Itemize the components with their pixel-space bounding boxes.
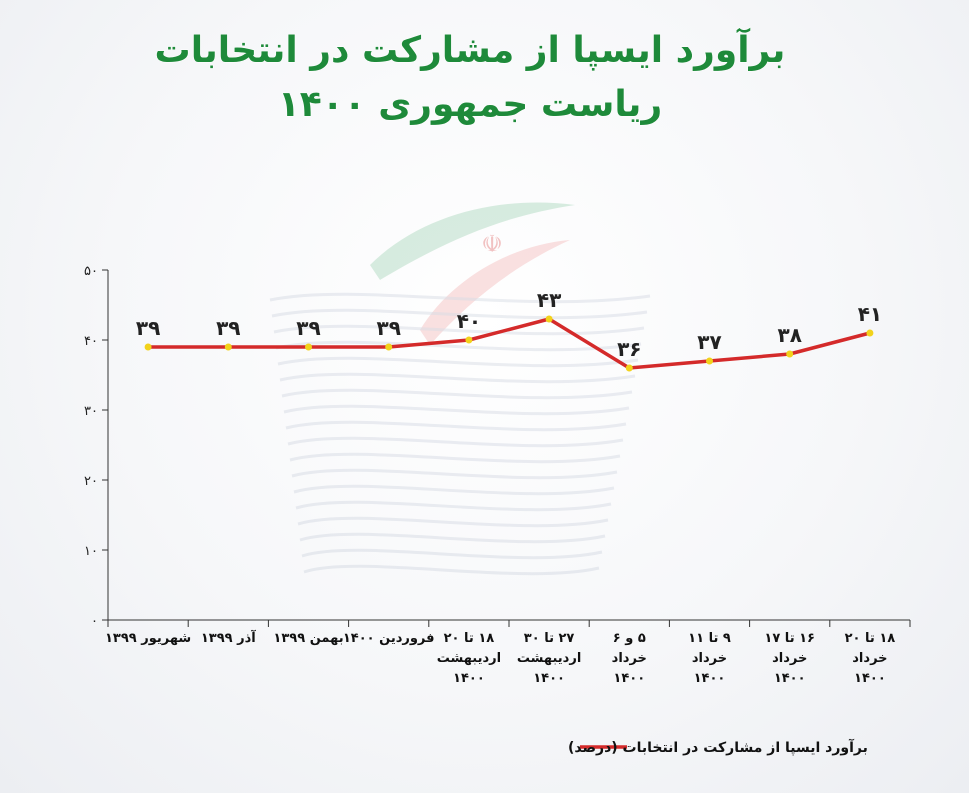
chart-title-line-2: ریاست جمهوری ۱۴۰۰ [278, 84, 662, 125]
y-tick-label: ۵۰ [84, 264, 98, 279]
data-label: ۳۹ [216, 316, 240, 340]
x-tick-label: خرداد [612, 651, 647, 666]
x-tick-label: ۱۴۰۰ [533, 671, 565, 686]
data-label: ۳۷ [697, 330, 721, 354]
x-tick-label: ۱۴۰۰ [613, 671, 645, 686]
data-label: ۳۸ [777, 323, 801, 347]
ridge-line [297, 516, 609, 528]
data-point [224, 343, 232, 351]
y-tick-label: ۲۰ [84, 474, 98, 489]
ridge-line [285, 420, 627, 432]
data-point [545, 315, 553, 323]
x-tick-label: ۹ تا ۱۱ [688, 631, 731, 646]
x-tick-label: آذر ۱۳۹۹ [201, 629, 256, 646]
x-tick-label: اردیبهشت [517, 651, 581, 666]
data-point [706, 357, 713, 365]
data-label: ۳۹ [136, 316, 160, 340]
x-tick-label: ۱۸ تا ۲۰ [845, 631, 896, 646]
x-tick-label: فروردین ۱۴۰۰ [343, 631, 435, 646]
ridge-line [295, 500, 612, 512]
data-label: ۳۹ [296, 316, 320, 340]
x-tick-label: بهمن ۱۳۹۹ [273, 631, 343, 646]
ridge-line [279, 372, 636, 384]
red-swoosh [420, 240, 570, 345]
data-point [625, 364, 633, 372]
ridge-line [299, 532, 606, 544]
data-markers [144, 315, 874, 372]
x-tick-label: ۱۴۰۰ [854, 671, 886, 686]
data-label: ۳۶ [617, 337, 641, 361]
ridge-line [275, 340, 642, 352]
ridge-line [291, 468, 618, 480]
x-tick-label: ۱۴۰۰ [694, 671, 726, 686]
ridge-line [283, 404, 630, 416]
x-tick-label: ۱۴۰۰ [453, 671, 485, 686]
data-labels: ۳۹ ۳۹ ۳۹ ۳۹ ۴۰ ۴۳ ۳۶ ۳۷ ۳۸ ۴۱ [136, 288, 882, 361]
x-tick-label: اردیبهشت [437, 651, 501, 666]
ridge-line [281, 388, 633, 400]
ridge-line [293, 484, 615, 496]
fingerprint-ridges [269, 292, 651, 576]
x-tick-label: ۵ و ۶ [613, 631, 646, 646]
data-label: ۴۳ [537, 288, 561, 312]
x-tick-label: ۱۸ تا ۲۰ [444, 631, 495, 646]
chart-title-line-1: برآورد ایسپا از مشارکت در انتخابات [155, 27, 786, 71]
x-tick-label: خرداد [692, 651, 727, 666]
x-tick-label: شهریور ۱۳۹۹ [105, 631, 191, 646]
data-label: ۳۹ [376, 316, 400, 340]
x-tick-label: ۲۷ تا ۳۰ [524, 631, 575, 646]
x-tick-label: ۱۶ تا ۱۷ [764, 631, 815, 646]
ridge-line [301, 548, 603, 560]
ridge-line [273, 324, 645, 336]
legend-label: برآورد ایسپا از مشارکت در انتخابات (درصد… [568, 738, 868, 756]
data-point [385, 343, 393, 351]
y-tick-label: ۰ [91, 614, 98, 629]
y-tick-label: ۱۰ [84, 544, 98, 559]
data-point [305, 343, 312, 351]
x-tick-label: خرداد [772, 651, 807, 666]
data-point [465, 336, 473, 344]
data-point [866, 329, 874, 337]
data-label: ۴۱ [858, 302, 882, 326]
x-tick-label: خرداد [852, 651, 887, 666]
ridge-line [269, 292, 651, 304]
emblem-icon: ☫ [481, 230, 503, 258]
y-tick-label: ۴۰ [84, 334, 98, 349]
x-ticks [107, 620, 911, 627]
ridge-line [303, 564, 600, 576]
ridge-line [287, 436, 624, 448]
series-line [148, 317, 871, 370]
y-ticks: ۰ ۱۰ ۲۰ ۳۰ ۴۰ ۵۰ [84, 264, 108, 629]
ridge-line [277, 356, 639, 368]
y-tick-label: ۳۰ [84, 404, 98, 419]
green-swoosh [370, 202, 575, 280]
legend: برآورد ایسپا از مشارکت در انتخابات (درصد… [568, 738, 868, 756]
ridge-line [289, 452, 621, 464]
ridge-line [271, 308, 648, 320]
data-point [786, 350, 794, 358]
background-decoration: ☫ [269, 202, 651, 576]
data-point [144, 343, 152, 351]
data-label: ۴۰ [457, 309, 481, 333]
x-tick-label: ۱۴۰۰ [774, 671, 806, 686]
x-tick-labels: شهریور ۱۳۹۹ آذر ۱۳۹۹ بهمن ۱۳۹۹ فروردین ۱۴۰۰… [105, 629, 895, 686]
